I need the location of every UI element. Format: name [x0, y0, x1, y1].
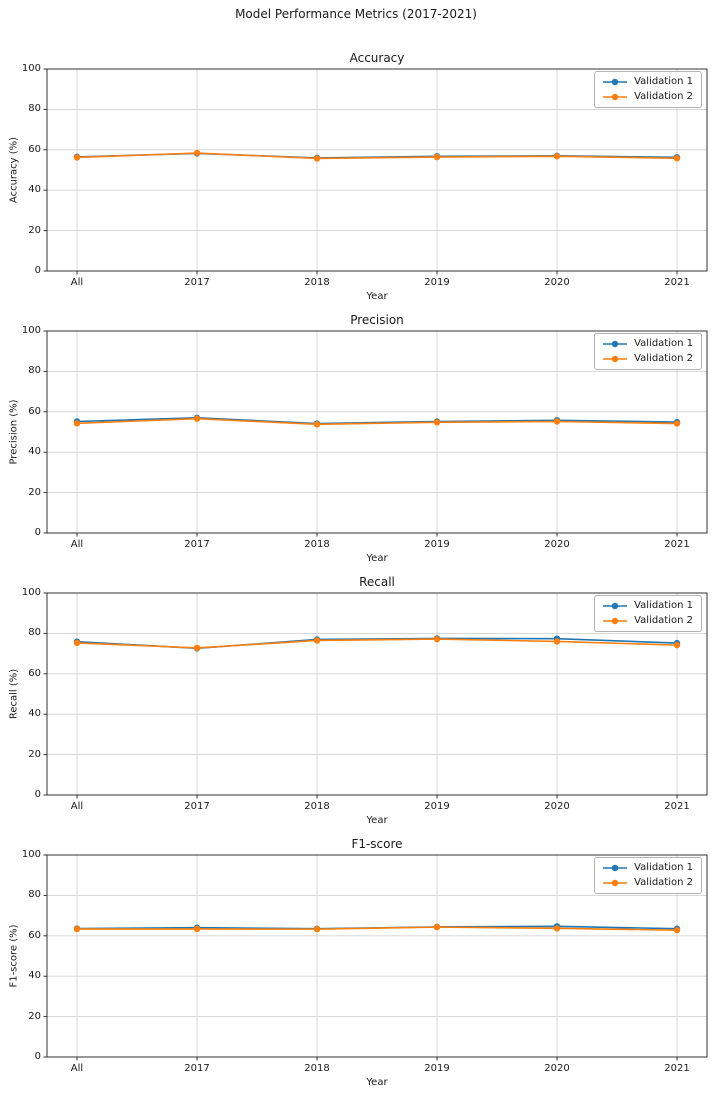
data-point-marker [73, 639, 81, 647]
axes-frame [46, 330, 708, 534]
data-point-marker [673, 420, 681, 427]
data-point-marker [553, 153, 561, 160]
data-point-marker [313, 155, 321, 162]
data-point-marker [73, 154, 81, 161]
data-point-marker [673, 641, 681, 649]
data-point-marker [73, 420, 81, 427]
data-point-marker [673, 155, 681, 162]
series-line [76, 417, 678, 426]
axes-frame [46, 68, 708, 272]
series-line [76, 638, 678, 649]
data-point-marker [313, 421, 321, 428]
data-point-marker [553, 925, 561, 932]
data-point-marker [553, 638, 561, 645]
series-line [76, 417, 678, 425]
data-point-marker [193, 925, 201, 933]
data-point-marker [433, 153, 441, 161]
data-point-marker [673, 926, 681, 934]
data-point-marker [433, 923, 441, 931]
data-point-marker [433, 635, 441, 643]
series-line [77, 926, 678, 931]
data-point-marker [553, 418, 561, 425]
data-point-marker [193, 644, 201, 652]
data-point-marker [193, 149, 201, 157]
figure-title: Model Performance Metrics (2017-2021) [235, 7, 477, 21]
data-point-marker [193, 415, 201, 422]
data-point-marker [433, 419, 441, 426]
data-point-marker [313, 925, 321, 933]
data-point-marker [313, 637, 321, 644]
series-line [76, 152, 678, 160]
axes-frame [46, 592, 708, 796]
axes-frame [46, 854, 708, 1058]
data-point-marker [73, 925, 81, 933]
